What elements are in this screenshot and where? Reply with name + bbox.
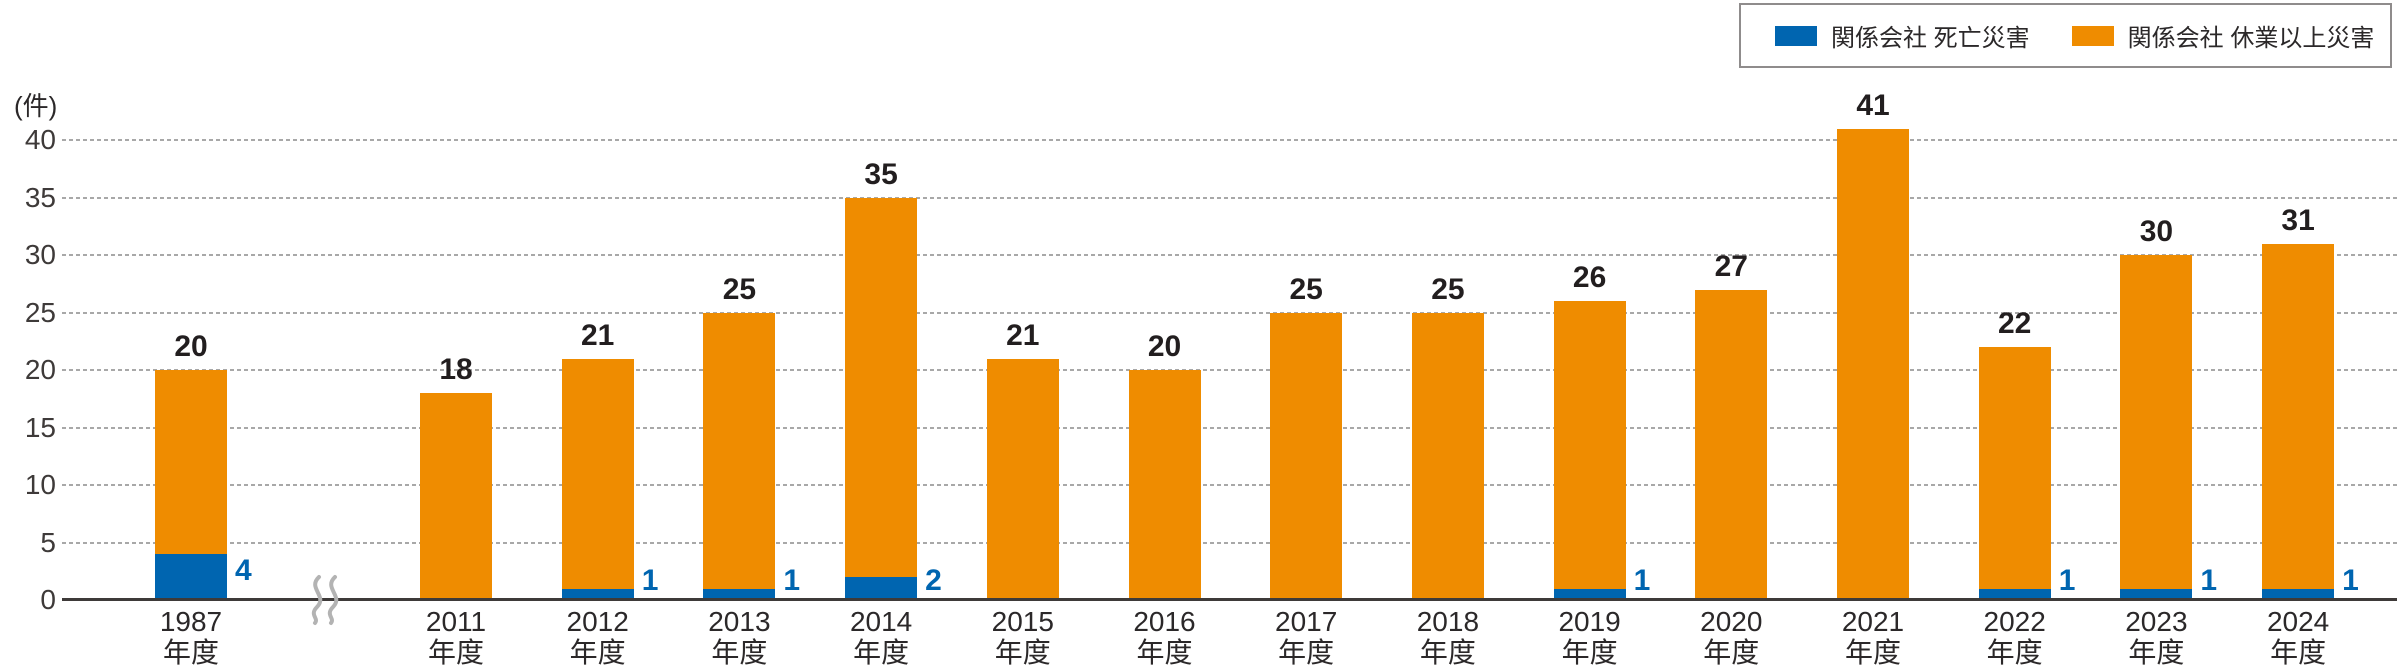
x-tick-label: 2011 年度 <box>425 606 487 669</box>
bar-segment-injury <box>2262 243 2335 589</box>
bar-segment-injury <box>703 312 776 589</box>
gridline <box>62 484 2397 486</box>
bar-total-label: 25 <box>1289 272 1323 306</box>
bar-segment-injury <box>1553 301 1626 589</box>
legend-swatch-fatal-icon <box>1775 25 1817 46</box>
bar-total-label: 20 <box>1147 330 1182 363</box>
gridline <box>62 311 2397 314</box>
y-axis-unit-label: (件) <box>14 91 58 121</box>
bar-total-label: 31 <box>2281 203 2315 237</box>
bar-total-label: 25 <box>1431 272 1465 306</box>
gridline <box>62 254 2397 256</box>
bar-fatal-label: 1 <box>2200 564 2218 597</box>
bar-total-label: 26 <box>1572 261 1607 294</box>
bar-segment-injury <box>1695 289 1768 600</box>
bar-segment-injury <box>1978 347 2051 589</box>
bar-segment-fatal <box>561 588 634 600</box>
bar-total-label: 25 <box>722 272 757 306</box>
bar-total-label: 21 <box>1006 318 1040 352</box>
y-tick-label: 15 <box>24 411 56 443</box>
x-tick-label: 2015 年度 <box>991 606 1054 669</box>
gridline <box>62 196 2397 199</box>
bar-segment-injury <box>1128 370 1201 600</box>
bar-total-label: 35 <box>864 157 898 191</box>
bar-segment-fatal <box>2120 588 2193 600</box>
bar-segment-fatal <box>1978 588 2051 600</box>
gridline <box>62 541 2397 544</box>
bar-segment-injury <box>1270 312 1343 600</box>
bar-segment-injury <box>986 358 1059 600</box>
gridline <box>62 139 2397 141</box>
y-tick-label: 5 <box>40 526 56 558</box>
bar-total-label: 18 <box>439 353 473 386</box>
y-axis: 0 5 10 15 20 25 30 35 40 <box>0 0 56 670</box>
bar-fatal-label: 1 <box>641 564 659 597</box>
axis-break-icon <box>311 575 339 625</box>
x-tick-label: 2013 年度 <box>708 606 771 669</box>
x-axis-line <box>62 598 2397 601</box>
bar-fatal-label: 2 <box>925 564 942 597</box>
x-tick-label: 2021 年度 <box>1841 606 1905 669</box>
bar-segment-injury <box>420 393 492 600</box>
y-tick-label: 35 <box>24 181 56 213</box>
gridline <box>62 369 2397 371</box>
legend-item-fatal: 関係会社 死亡災害 <box>1775 18 2030 53</box>
bar-fatal-label: 1 <box>783 564 801 597</box>
bar-fatal-label: 4 <box>235 554 252 587</box>
bar-segment-fatal <box>845 577 918 600</box>
bar-segment-injury <box>1411 312 1484 600</box>
y-tick-label: 10 <box>24 469 56 500</box>
legend-label-fatal: 関係会社 死亡災害 <box>1831 25 2030 52</box>
x-tick-label: 2023 年度 <box>2125 606 2188 669</box>
x-tick-label: 2019 年度 <box>1558 606 1621 669</box>
y-tick-label: 25 <box>24 296 56 328</box>
x-tick-label: 2020 年度 <box>1700 606 1763 669</box>
bar-fatal-label: 1 <box>2058 564 2076 597</box>
bar-segment-fatal <box>2262 588 2335 600</box>
bar-segment-injury <box>2120 255 2193 589</box>
bar-segment-fatal <box>703 588 776 600</box>
bar-segment-injury <box>561 358 634 589</box>
x-tick-label: 2018 年度 <box>1416 606 1480 669</box>
bar-segment-injury <box>1837 128 1909 600</box>
bar-segment-fatal <box>155 554 227 600</box>
bar-total-label: 22 <box>1998 307 2032 340</box>
gridline <box>62 426 2397 429</box>
y-tick-label: 30 <box>24 239 56 270</box>
plot-area: 20 4 18 21 1 25 1 35 2 21 20 25 25 26 1 27 41 22 1 30 1 31 1 <box>62 89 2397 600</box>
bar-segment-fatal <box>1553 588 1626 600</box>
x-tick-label: 2016 年度 <box>1133 606 1196 669</box>
y-tick-label: 20 <box>24 354 56 385</box>
legend-swatch-injury-icon <box>2071 25 2114 46</box>
bar-total-label: 30 <box>2139 215 2174 248</box>
legend-item-injury: 関係会社 休業以上災害 <box>2071 18 2375 53</box>
legend-label-injury: 関係会社 休業以上災害 <box>2127 25 2375 52</box>
y-tick-label: 40 <box>24 124 56 155</box>
x-tick-label: 1987 年度 <box>159 606 223 669</box>
bar-total-label: 41 <box>1856 88 1890 122</box>
x-tick-label: 2022 年度 <box>1983 606 2046 669</box>
bar-total-label: 27 <box>1714 249 1748 283</box>
x-tick-label: 2017 年度 <box>1275 606 1338 669</box>
y-tick-label: 0 <box>40 584 56 615</box>
legend: 関係会社 死亡災害 関係会社 休業以上災害 <box>1739 3 2392 68</box>
x-tick-label: 2012 年度 <box>566 606 629 669</box>
x-tick-label: 2014 年度 <box>849 606 913 669</box>
bar-fatal-label: 1 <box>1633 564 1651 597</box>
x-tick-label: 2024 年度 <box>2266 606 2330 669</box>
bar-segment-injury <box>845 197 918 577</box>
bar-total-label: 21 <box>581 318 615 352</box>
bar-fatal-label: 1 <box>2342 564 2359 597</box>
bar-total-label: 20 <box>174 330 208 363</box>
bar-segment-injury <box>155 370 227 554</box>
